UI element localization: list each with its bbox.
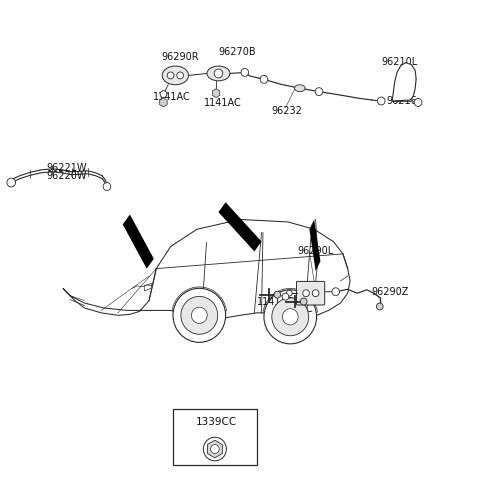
Text: 1141AC: 1141AC xyxy=(257,297,295,307)
Polygon shape xyxy=(207,440,222,458)
Circle shape xyxy=(241,69,249,76)
Circle shape xyxy=(103,182,111,190)
Text: 96290Z: 96290Z xyxy=(372,287,409,297)
Text: 96220W: 96220W xyxy=(46,171,87,181)
Circle shape xyxy=(177,72,183,79)
Polygon shape xyxy=(392,63,416,101)
Text: 1141AC: 1141AC xyxy=(153,92,191,102)
Ellipse shape xyxy=(295,85,305,92)
Circle shape xyxy=(282,293,289,300)
Circle shape xyxy=(264,290,317,344)
Circle shape xyxy=(211,445,219,454)
Circle shape xyxy=(376,303,383,310)
Circle shape xyxy=(214,91,218,96)
Circle shape xyxy=(192,307,207,323)
Circle shape xyxy=(7,178,15,187)
Polygon shape xyxy=(212,89,220,98)
Ellipse shape xyxy=(162,66,189,85)
Circle shape xyxy=(173,288,226,342)
Circle shape xyxy=(181,296,218,334)
FancyBboxPatch shape xyxy=(297,282,324,305)
Text: 1141AC: 1141AC xyxy=(204,98,242,108)
Polygon shape xyxy=(218,202,262,251)
Ellipse shape xyxy=(207,66,230,81)
Polygon shape xyxy=(144,283,152,291)
Circle shape xyxy=(300,298,307,305)
Circle shape xyxy=(160,91,167,98)
Text: 96216: 96216 xyxy=(386,97,417,106)
Circle shape xyxy=(167,72,174,79)
Circle shape xyxy=(274,291,281,298)
Polygon shape xyxy=(160,98,167,107)
Text: 96232: 96232 xyxy=(271,106,302,116)
Circle shape xyxy=(272,298,309,336)
Circle shape xyxy=(303,290,310,297)
Circle shape xyxy=(260,75,268,83)
Circle shape xyxy=(161,100,166,105)
Circle shape xyxy=(315,88,323,96)
Text: 96270B: 96270B xyxy=(218,47,256,57)
Bar xyxy=(173,409,257,465)
Circle shape xyxy=(287,290,292,296)
Polygon shape xyxy=(63,219,350,318)
Text: 96210L: 96210L xyxy=(381,57,418,67)
Text: 1339CC: 1339CC xyxy=(196,418,237,427)
Circle shape xyxy=(312,290,319,297)
Text: 96290R: 96290R xyxy=(161,52,199,62)
Circle shape xyxy=(377,97,385,105)
Circle shape xyxy=(204,437,227,461)
Polygon shape xyxy=(310,219,321,271)
Circle shape xyxy=(214,69,223,78)
Circle shape xyxy=(332,288,339,296)
Circle shape xyxy=(282,309,298,325)
Text: 96221W: 96221W xyxy=(46,163,87,173)
Circle shape xyxy=(414,99,422,106)
Text: 1141AC: 1141AC xyxy=(276,304,313,315)
Polygon shape xyxy=(123,214,154,269)
Text: 96290L: 96290L xyxy=(298,246,334,256)
